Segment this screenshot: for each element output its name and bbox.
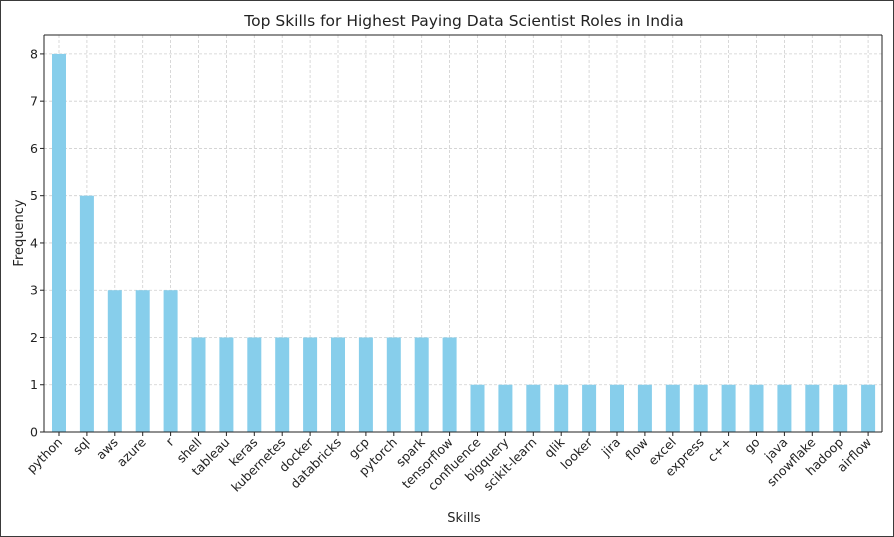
bar-airflow bbox=[861, 384, 876, 432]
bar-snowflake bbox=[805, 384, 820, 432]
bar-scikit-learn bbox=[526, 384, 541, 432]
bar-docker bbox=[303, 337, 318, 432]
bar-java bbox=[777, 384, 792, 432]
x-tick-label: looker bbox=[557, 434, 595, 472]
bar-kubernetes bbox=[275, 337, 290, 432]
bar-tensorflow bbox=[442, 337, 457, 432]
bar-tableau bbox=[219, 337, 234, 432]
bar-express bbox=[693, 384, 708, 432]
x-tick-label: python bbox=[24, 435, 66, 477]
y-tick-label: 7 bbox=[30, 94, 38, 109]
bar-python bbox=[52, 53, 66, 433]
chart-title: Top Skills for Highest Paying Data Scien… bbox=[243, 12, 683, 30]
y-tick-label: 1 bbox=[30, 377, 38, 392]
bar-spark bbox=[414, 337, 429, 432]
bar-confluence bbox=[470, 384, 485, 432]
bar-c- bbox=[721, 384, 736, 432]
bar-r bbox=[163, 290, 178, 432]
x-axis-label: Skills bbox=[447, 511, 481, 526]
y-tick-label: 6 bbox=[30, 141, 38, 156]
y-tick-label: 0 bbox=[30, 425, 38, 440]
y-tick-label: 4 bbox=[30, 235, 38, 250]
bar-bigquery bbox=[498, 384, 513, 432]
bar-gcp bbox=[358, 337, 373, 432]
y-tick-layer: 0 1 2 3 4 5 6 7 8 bbox=[30, 46, 44, 440]
x-tick-label: jira bbox=[598, 435, 623, 460]
bar-keras bbox=[247, 337, 262, 432]
x-tick-label: c++ bbox=[704, 435, 734, 465]
y-tick-label: 5 bbox=[30, 188, 38, 203]
bar-looker bbox=[582, 384, 597, 432]
bar-databricks bbox=[331, 337, 345, 432]
bar-qlik bbox=[554, 384, 569, 432]
bar-sql bbox=[79, 195, 94, 432]
x-tick-label: go bbox=[741, 435, 763, 457]
bar-layer bbox=[52, 53, 876, 433]
bar-excel bbox=[665, 384, 680, 432]
x-tick-label: r bbox=[162, 434, 177, 449]
bar-pytorch bbox=[386, 337, 401, 432]
y-tick-label: 3 bbox=[30, 283, 38, 298]
y-tick-label: 2 bbox=[30, 330, 38, 345]
bar-jira bbox=[610, 384, 624, 432]
bar-shell bbox=[191, 337, 206, 432]
y-tick-label: 8 bbox=[30, 46, 38, 61]
bar-flow bbox=[637, 384, 652, 432]
bar-hadoop bbox=[833, 384, 848, 432]
bar-go bbox=[749, 384, 764, 432]
x-tick-label: sql bbox=[70, 435, 93, 458]
y-axis-label: Frequency bbox=[12, 199, 27, 266]
bar-azure bbox=[135, 290, 150, 432]
bar-aws bbox=[107, 290, 122, 432]
x-tick-label: azure bbox=[114, 434, 149, 469]
